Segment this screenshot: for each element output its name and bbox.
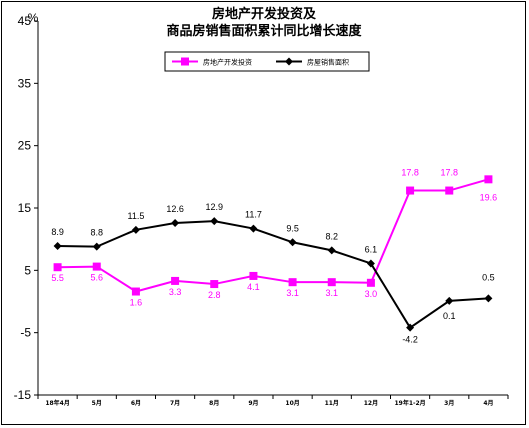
legend-box — [164, 51, 370, 72]
x-tick-label: 6月 — [131, 399, 141, 407]
data-label: 1.6 — [130, 298, 143, 308]
x-tick-label: 9月 — [248, 399, 258, 407]
legend-label-sales-area: 房屋销售面积 — [307, 58, 349, 67]
data-label: 17.8 — [440, 168, 458, 178]
legend-marker-sales-area — [285, 57, 293, 66]
data-label: 9.5 — [286, 223, 299, 233]
data-label: 3.1 — [286, 288, 299, 298]
x-tick-label: 11月 — [325, 399, 339, 407]
investment-marker — [131, 287, 140, 296]
sales-area-marker — [327, 246, 336, 255]
sales-area-marker — [210, 217, 219, 226]
x-tick-label: 10月 — [285, 399, 299, 407]
sales-area-marker — [288, 238, 297, 247]
investment-marker — [92, 262, 101, 271]
sales-area-marker — [92, 242, 101, 251]
chart-title-line-2: 商品房销售面积累计同比增长速度 — [166, 23, 362, 39]
x-tick-label: 3月 — [444, 399, 454, 407]
data-label: 4.1 — [247, 282, 260, 292]
investment-marker — [53, 263, 62, 272]
investment-marker — [445, 186, 454, 195]
data-label: 8.2 — [325, 231, 338, 241]
x-tick-label: 18年4月 — [45, 399, 70, 407]
investment-marker — [210, 280, 219, 289]
data-label: 6.1 — [365, 244, 378, 254]
legend-label-investment: 房地产开发投资 — [203, 58, 252, 67]
data-label: 0.5 — [482, 272, 495, 282]
data-label: 11.7 — [245, 210, 262, 220]
y-tick-label: 45 — [18, 14, 32, 28]
x-tick-label: 4月 — [483, 399, 493, 407]
investment-marker — [288, 278, 297, 287]
investment-marker — [171, 276, 180, 285]
y-axis-unit-label: % — [28, 11, 39, 25]
x-tick-label: 7月 — [170, 399, 180, 407]
data-label: 0.1 — [443, 311, 456, 321]
investment-marker — [327, 278, 336, 287]
x-tick-label: 5月 — [92, 399, 102, 407]
y-tick-label: 25 — [18, 139, 32, 153]
data-label: 3.1 — [325, 288, 338, 298]
y-tick-label: -15 — [14, 388, 32, 402]
sales-area-marker — [171, 218, 180, 227]
data-label: 12.6 — [166, 204, 184, 214]
data-label: 17.8 — [401, 168, 419, 178]
data-label: -4.2 — [402, 335, 418, 345]
investment-marker — [484, 175, 493, 184]
x-tick-label: 19年1-2月 — [394, 399, 425, 407]
series-line-sales-area — [57, 220, 489, 330]
x-tick-label: 12月 — [364, 399, 378, 407]
sales-area-marker — [249, 224, 258, 233]
data-label: 19.6 — [480, 192, 498, 202]
data-label: 5.6 — [90, 273, 103, 283]
data-label: 12.9 — [205, 202, 223, 212]
series-line-investment — [57, 178, 489, 293]
x-tick-label: 8月 — [209, 399, 219, 407]
sales-area-marker — [366, 259, 375, 268]
sales-area-marker — [445, 296, 454, 305]
data-label: 8.9 — [51, 227, 64, 237]
chart-title-line-1: 房地产开发投资及 — [212, 6, 317, 22]
sales-area-marker — [406, 323, 415, 332]
y-tick-label: 5 — [24, 263, 31, 277]
y-tick-label: 35 — [18, 76, 32, 90]
y-tick-label: -5 — [20, 326, 31, 340]
data-label: 3.0 — [365, 289, 378, 299]
investment-marker — [366, 278, 375, 287]
legend-marker-investment — [181, 57, 189, 66]
data-label: 11.5 — [127, 211, 144, 221]
data-label: 3.3 — [169, 287, 182, 297]
sales-area-marker — [484, 294, 493, 303]
data-label: 8.8 — [90, 228, 103, 238]
y-tick-label: 15 — [18, 201, 32, 215]
sales-area-marker — [131, 225, 140, 234]
data-label: 2.8 — [208, 290, 221, 300]
data-label: 5.5 — [51, 273, 64, 283]
investment-marker — [406, 186, 415, 195]
investment-marker — [249, 271, 258, 280]
sales-area-marker — [53, 242, 62, 251]
